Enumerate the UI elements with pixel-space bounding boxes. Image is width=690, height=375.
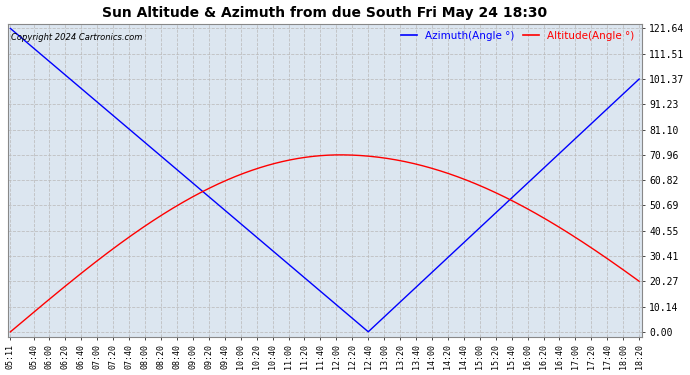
Title: Sun Altitude & Azimuth from due South Fri May 24 18:30: Sun Altitude & Azimuth from due South Fr…: [102, 6, 547, 20]
Text: Copyright 2024 Cartronics.com: Copyright 2024 Cartronics.com: [11, 33, 143, 42]
Legend: Azimuth(Angle °), Altitude(Angle °): Azimuth(Angle °), Altitude(Angle °): [400, 29, 636, 43]
